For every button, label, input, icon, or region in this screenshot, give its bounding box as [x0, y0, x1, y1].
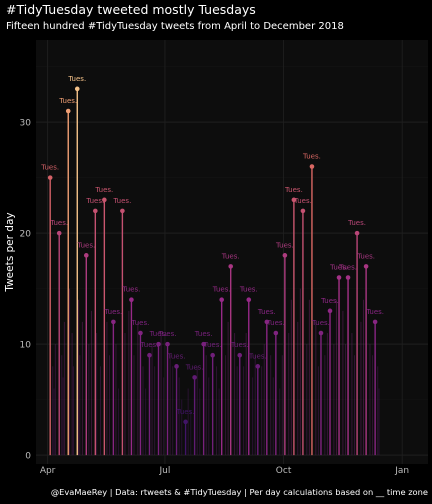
tuesday-point: [102, 197, 107, 203]
tuesday-label: Tues.: [239, 286, 258, 294]
tuesday-point: [210, 352, 215, 358]
tuesday-label: Tues.: [329, 264, 348, 272]
chart-caption: @EvaMaeRey | Data: rtweets & #TidyTuesda…: [50, 487, 428, 497]
tuesday-label: Tues.: [76, 241, 95, 249]
tuesday-label: Tues.: [347, 219, 366, 227]
tuesday-point: [318, 330, 324, 336]
tuesday-point: [336, 275, 342, 280]
tuesday-point: [174, 364, 179, 369]
chart-subtitle: Fifteen hundred #TidyTuesday tweets from…: [6, 21, 344, 32]
tuesday-point: [309, 164, 315, 169]
tuesday-point: [372, 319, 378, 325]
tuesday-point: [255, 364, 261, 369]
tuesday-label: Tues.: [221, 252, 240, 260]
x-tick-label: Oct: [276, 466, 292, 476]
tuesday-point: [345, 275, 351, 280]
tuesday-point: [228, 264, 234, 269]
tuesday-label: Tues.: [266, 319, 285, 327]
tuesday-label: Tues.: [230, 341, 249, 349]
tuesday-lollipops: [47, 86, 378, 456]
tuesday-point: [74, 86, 80, 92]
y-tick-label: 20: [20, 230, 32, 240]
tuesday-label: Tues.: [176, 408, 195, 416]
x-tick-label: Jan: [394, 466, 409, 476]
tuesday-point: [56, 230, 62, 236]
tuesday-point: [120, 208, 125, 214]
tuesday-label: Tues.: [302, 153, 321, 161]
tuesday-label: Tues.: [149, 330, 168, 338]
tuesday-label: Tues.: [194, 330, 213, 338]
tuesday-point: [65, 108, 71, 114]
tuesday-label: Tues.: [131, 319, 150, 327]
tuesday-label: Tues.: [122, 286, 141, 294]
tuesday-point: [201, 341, 206, 347]
tuesday-point: [156, 341, 161, 347]
tuesday-label: Tues.: [185, 363, 204, 371]
tuesday-label: Tues.: [293, 197, 312, 205]
tuesday-point: [147, 352, 152, 358]
tuesday-point: [246, 297, 252, 303]
x-tick-label: Apr: [40, 466, 56, 476]
tuesday-label: Tues.: [167, 352, 186, 360]
tuesday-point: [47, 175, 53, 180]
grid-lines: [36, 40, 428, 464]
tuesday-point: [264, 319, 270, 325]
tuesday-point: [138, 330, 143, 336]
tuesday-point: [354, 230, 360, 236]
tuesday-label: Tues.: [257, 308, 276, 316]
tuesday-label: Tues.: [49, 219, 68, 227]
plot-panel: [36, 40, 428, 464]
tuesday-label: Tues.: [311, 319, 330, 327]
tuesday-label: Tues.: [58, 97, 77, 105]
tuesday-label: Tues.: [40, 164, 59, 172]
tuesday-point: [165, 341, 170, 347]
x-tick-label: Jul: [159, 466, 171, 476]
tuesday-point: [291, 197, 297, 203]
y-tick-label: 30: [20, 119, 32, 129]
tuesday-label: Tues.: [85, 197, 104, 205]
y-axis-label: Tweets per day: [4, 212, 16, 292]
tuesday-label: Tues.: [284, 186, 303, 194]
tuesday-label: Tues.: [203, 341, 222, 349]
tuesday-label: Tues.: [140, 341, 159, 349]
axes: 0 10 20 30 Apr Jul Oct Jan: [20, 119, 410, 476]
tuesday-label: Tues.: [103, 308, 122, 316]
tuesday-label: Tues.: [67, 75, 86, 83]
chart-title: #TidyTuesday tweeted mostly Tuesdays: [6, 2, 256, 17]
tuesday-label: Tues.: [248, 352, 267, 360]
tuesday-label: Tues.: [275, 241, 294, 249]
tuesday-label: Tues.: [356, 252, 375, 260]
tuesday-point: [300, 208, 306, 214]
tuesday-labels: Tues. Tues. Tues. Tues. Tues. Tues. Tues. Tues.…: [40, 75, 384, 416]
tuesday-point: [192, 375, 197, 380]
tuesday-point: [237, 352, 243, 358]
tuesday-label: Tues.: [94, 186, 113, 194]
tuesday-point: [93, 208, 98, 214]
other-day-stems: [52, 288, 380, 456]
tuesday-label: Tues.: [338, 264, 357, 272]
tuesday-label: Tues.: [158, 330, 177, 338]
tuesday-label: Tues.: [320, 297, 339, 305]
tuesday-point: [273, 330, 279, 336]
tuesday-label: Tues.: [112, 197, 131, 205]
tuesday-point: [363, 264, 369, 269]
tuesday-point: [129, 297, 134, 303]
tuesday-label: Tues.: [365, 308, 384, 316]
tuesday-point: [111, 319, 116, 325]
tuesday-point: [183, 419, 188, 425]
tuesday-point: [83, 253, 89, 258]
y-tick-label: 10: [20, 341, 32, 351]
tuesday-point: [282, 253, 288, 258]
tuesday-point: [219, 297, 224, 303]
tuesday-label: Tues.: [212, 286, 231, 294]
tuesday-point: [327, 308, 333, 314]
y-tick-label: 0: [25, 452, 31, 462]
